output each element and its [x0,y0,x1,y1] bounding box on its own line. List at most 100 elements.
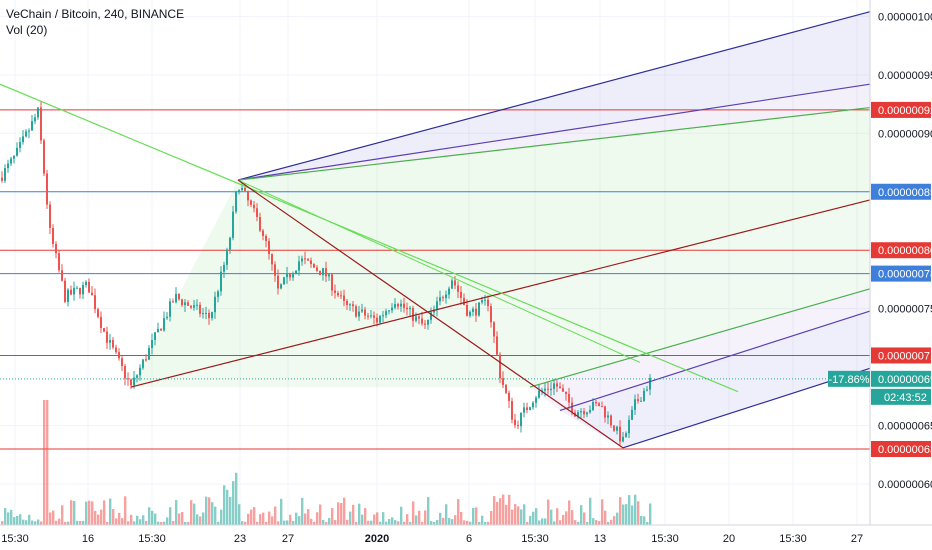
candle[interactable] [103,327,105,333]
drop-line-maroon[interactable] [237,179,624,449]
candle[interactable] [514,413,516,429]
candle[interactable] [598,401,600,407]
candle[interactable] [166,312,168,320]
candle[interactable] [637,393,639,404]
candle[interactable] [340,290,342,299]
candle[interactable] [262,229,264,241]
candle[interactable] [502,371,504,389]
candle[interactable] [154,332,156,346]
candle[interactable] [139,364,141,381]
candle[interactable] [625,431,627,438]
candle[interactable] [115,344,117,354]
candle[interactable] [439,290,441,306]
candle[interactable] [274,261,276,282]
candle[interactable] [487,295,489,312]
current-price-tag[interactable]: 0.00000069 [871,370,932,387]
candle[interactable] [193,299,195,311]
candle[interactable] [214,291,216,319]
candle[interactable] [235,190,237,214]
candle[interactable] [349,303,351,311]
candle[interactable] [640,396,642,402]
candle[interactable] [223,261,225,278]
candle[interactable] [601,401,603,408]
candle[interactable] [412,305,414,327]
candle[interactable] [220,266,222,296]
candle[interactable] [610,414,612,429]
candle[interactable] [505,384,507,395]
candle[interactable] [547,381,549,395]
candle[interactable] [367,312,369,320]
candle[interactable] [190,305,192,310]
candle[interactable] [127,372,129,386]
candle[interactable] [493,321,495,343]
candle[interactable] [295,270,297,275]
candle[interactable] [55,241,57,259]
candle[interactable] [292,271,294,281]
candle[interactable] [622,432,624,443]
fork-upper-inner[interactable] [237,83,871,181]
candle[interactable] [112,337,114,350]
candle[interactable] [589,405,591,414]
candle[interactable] [322,267,324,281]
candle[interactable] [313,263,315,268]
candle[interactable] [364,306,366,320]
candle[interactable] [499,352,501,384]
candle[interactable] [379,314,381,324]
candle[interactable] [91,286,93,296]
candle[interactable] [397,302,399,310]
candle[interactable] [232,205,234,241]
candle[interactable] [316,265,318,273]
candle[interactable] [169,298,171,322]
downtrend-green[interactable] [0,83,739,393]
candle[interactable] [67,288,69,307]
candle[interactable] [172,298,174,303]
candle[interactable] [328,272,330,281]
candle[interactable] [268,238,270,260]
candle[interactable] [76,285,78,289]
candle[interactable] [475,302,477,322]
candle[interactable] [88,278,90,293]
candle[interactable] [97,307,99,319]
candle[interactable] [43,138,45,177]
candle[interactable] [607,411,609,425]
level-085-tag[interactable]: 0.00000085 [871,183,932,200]
candle[interactable] [163,311,165,332]
candle[interactable] [187,300,189,306]
candle[interactable] [490,303,492,328]
candle[interactable] [403,297,405,313]
candle[interactable] [331,273,333,296]
candle[interactable] [436,296,438,317]
candle[interactable] [310,257,312,268]
candle[interactable] [409,305,411,317]
candle[interactable] [208,309,210,325]
time-axis[interactable] [0,525,932,550]
candle[interactable] [124,363,126,386]
candle[interactable] [196,299,198,310]
candle[interactable] [229,236,231,254]
candle[interactable] [16,142,18,157]
candle[interactable] [178,293,180,301]
candle[interactable] [298,255,300,276]
candle[interactable] [391,303,393,314]
candle[interactable] [70,285,72,296]
candle[interactable] [19,137,21,153]
candle[interactable] [448,286,450,299]
candle[interactable] [427,319,429,330]
candle[interactable] [151,333,153,355]
candle[interactable] [415,312,417,323]
candle[interactable] [352,301,354,312]
candle[interactable] [79,287,81,299]
candle[interactable] [649,374,651,396]
candle[interactable] [616,425,618,435]
candle[interactable] [583,407,585,419]
candle[interactable] [31,115,33,131]
candle[interactable] [94,288,96,314]
candle[interactable] [370,309,372,319]
candle[interactable] [7,159,9,173]
candle[interactable] [256,203,258,222]
candle[interactable] [100,311,102,334]
candle[interactable] [289,272,291,281]
candle[interactable] [82,281,84,300]
candle[interactable] [205,306,207,319]
candle[interactable] [136,374,138,383]
